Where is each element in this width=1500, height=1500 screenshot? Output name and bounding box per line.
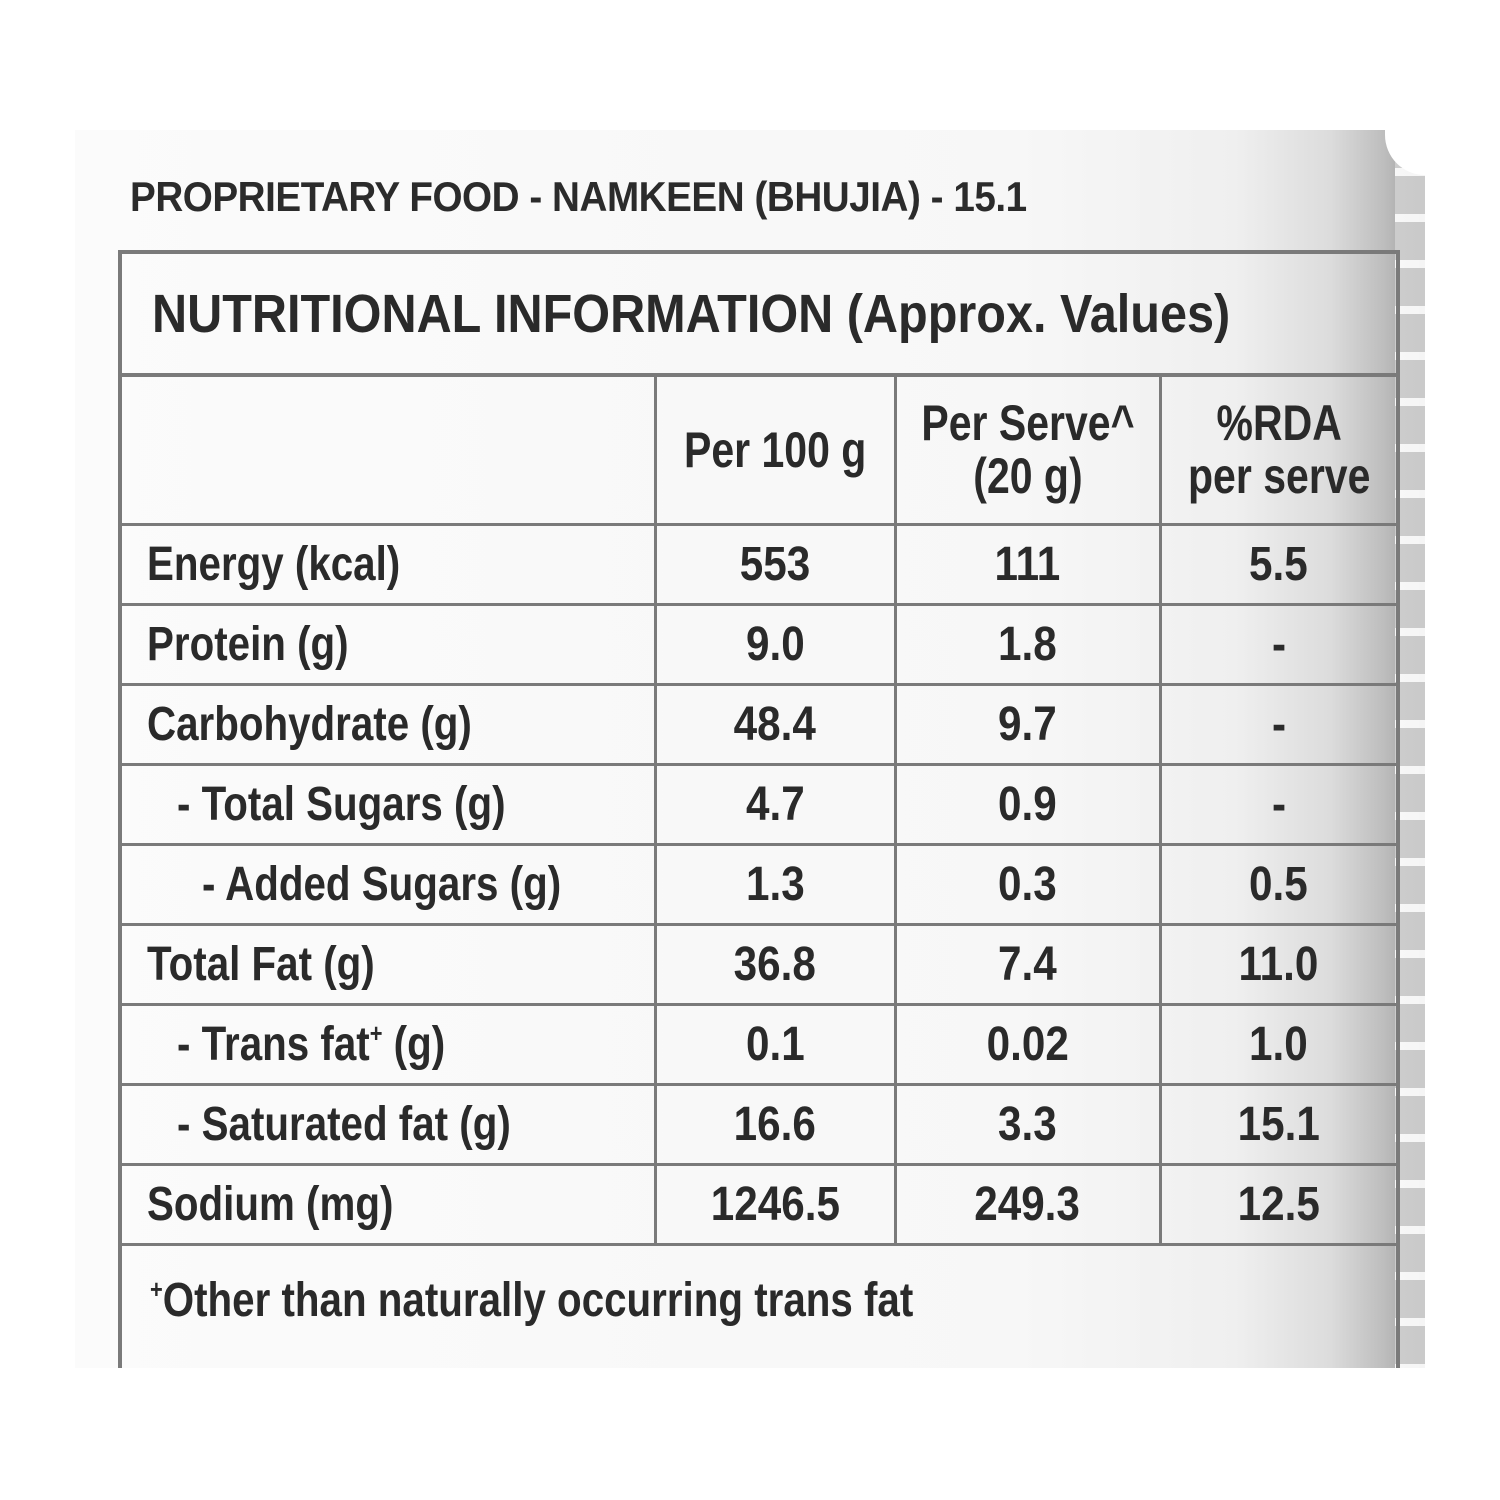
header-per-serve-line1: Per Serve^: [920, 395, 1135, 452]
cell-per-100g: 4.7: [653, 762, 897, 846]
cell-per-serve: 0.9: [893, 762, 1162, 846]
table-row: Protein (g) 9.0 1.8 -: [122, 602, 1396, 686]
header-rda-line1: %RDA: [1216, 395, 1342, 452]
cell-per-serve: 7.4: [893, 922, 1162, 1006]
header-rda-line2: per serve: [1187, 447, 1370, 504]
row-label-carbohydrate: Carbohydrate (g): [122, 682, 657, 766]
cell-per-100g: 1246.5: [653, 1162, 897, 1246]
table-row: Total Fat (g) 36.8 7.4 11.0: [122, 922, 1396, 1006]
cell-rda: -: [1158, 602, 1396, 686]
header-blank-cell: [122, 377, 657, 526]
nutrition-label-panel: PROPRIETARY FOOD - NAMKEEN (BHUJIA) - 15…: [75, 130, 1425, 1368]
nutrition-table-title-text: NUTRITIONAL INFORMATION (Approx. Values): [152, 283, 1231, 344]
cell-per-serve: 111: [893, 522, 1162, 606]
header-per-100g: Per 100 g: [653, 377, 897, 526]
nutrition-table: Per 100 g Per Serve^ (20 g) %RDA per ser…: [122, 377, 1396, 1246]
cell-rda: 5.5: [1158, 522, 1396, 606]
package-edge-shading: [1395, 130, 1425, 1368]
cell-per-100g: 553: [653, 522, 897, 606]
cell-per-serve: 3.3: [893, 1082, 1162, 1166]
cell-rda: -: [1158, 682, 1396, 766]
nutrition-facts-box: NUTRITIONAL INFORMATION (Approx. Values)…: [118, 250, 1400, 1368]
cell-rda: 12.5: [1158, 1162, 1396, 1246]
food-category-code: PROPRIETARY FOOD - NAMKEEN (BHUJIA) - 15…: [130, 173, 1027, 220]
table-row: - Added Sugars (g) 1.3 0.3 0.5: [122, 842, 1396, 926]
cell-rda: 0.5: [1158, 842, 1396, 926]
row-label-energy: Energy (kcal): [122, 522, 657, 606]
cell-per-serve: 249.3: [893, 1162, 1162, 1246]
header-per-serve-line2: (20 g): [972, 447, 1083, 504]
nutrition-table-title: NUTRITIONAL INFORMATION (Approx. Values): [122, 254, 1396, 377]
row-label-added-sugars: - Added Sugars (g): [122, 842, 657, 926]
footnote-text: Other than naturally occurring trans fat: [162, 1274, 914, 1327]
cell-rda: 15.1: [1158, 1082, 1396, 1166]
cell-per-100g: 16.6: [653, 1082, 897, 1166]
table-row: Carbohydrate (g) 48.4 9.7 -: [122, 682, 1396, 766]
row-label-total-fat: Total Fat (g): [122, 922, 657, 1006]
footnote: +Other than naturally occurring trans fa…: [122, 1246, 1396, 1356]
row-label-protein: Protein (g): [122, 602, 657, 686]
table-row: Energy (kcal) 553 111 5.5: [122, 522, 1396, 606]
header-rda: %RDA per serve: [1158, 377, 1396, 526]
cell-rda: 11.0: [1158, 922, 1396, 1006]
cell-per-serve: 1.8: [893, 602, 1162, 686]
cell-per-100g: 36.8: [653, 922, 897, 1006]
table-row: Sodium (mg) 1246.5 249.3 12.5: [122, 1162, 1396, 1246]
row-label-total-sugars: - Total Sugars (g): [122, 762, 657, 846]
cell-per-100g: 0.1: [653, 1002, 897, 1086]
header-per-serve: Per Serve^ (20 g): [893, 377, 1162, 526]
cell-per-100g: 48.4: [653, 682, 897, 766]
cell-per-serve: 9.7: [893, 682, 1162, 766]
cell-per-serve: 0.02: [893, 1002, 1162, 1086]
cell-rda: -: [1158, 762, 1396, 846]
table-row: - Saturated fat (g) 16.6 3.3 15.1: [122, 1082, 1396, 1166]
table-row: - Total Sugars (g) 4.7 0.9 -: [122, 762, 1396, 846]
row-label-trans-fat: - Trans fat+ (g): [122, 1002, 657, 1086]
trans-fat-marker: +: [369, 1017, 383, 1048]
cell-per-serve: 0.3: [893, 842, 1162, 926]
row-label-saturated-fat: - Saturated fat (g): [122, 1082, 657, 1166]
table-row: - Trans fat+ (g) 0.1 0.02 1.0: [122, 1002, 1396, 1086]
cell-per-100g: 9.0: [653, 602, 897, 686]
cell-per-100g: 1.3: [653, 842, 897, 926]
footnote-marker: +: [150, 1274, 163, 1304]
row-label-sodium: Sodium (mg): [122, 1162, 657, 1246]
package-fold: [1385, 130, 1425, 175]
cell-rda: 1.0: [1158, 1002, 1396, 1086]
table-header-row: Per 100 g Per Serve^ (20 g) %RDA per ser…: [122, 377, 1396, 526]
